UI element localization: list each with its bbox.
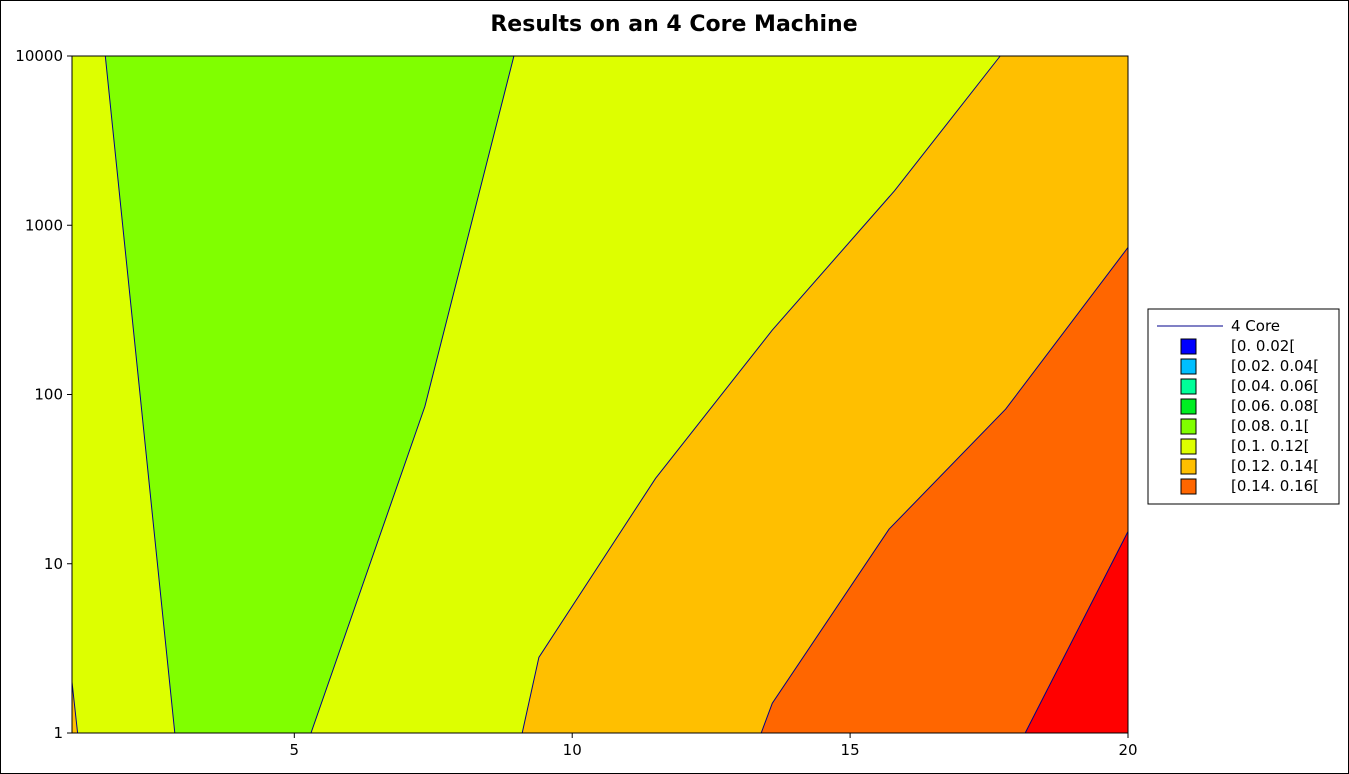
legend-level-label: [0.04. 0.06[ xyxy=(1231,377,1319,395)
contour-region-2 xyxy=(105,56,514,733)
chart-title: Results on an 4 Core Machine xyxy=(490,12,857,37)
x-tick-label: 15 xyxy=(841,741,860,759)
y-axis: 1 10 100 1000 10000 xyxy=(15,47,72,742)
legend-level-label: [0.12. 0.14[ xyxy=(1231,457,1319,475)
legend-swatch xyxy=(1180,358,1197,375)
legend-level-label: [0.02. 0.04[ xyxy=(1231,357,1319,375)
legend-swatch xyxy=(1180,398,1197,415)
legend-series-label: 4 Core xyxy=(1231,317,1280,335)
contour-regions xyxy=(72,56,1128,733)
legend-level-label: [0. 0.02[ xyxy=(1231,337,1295,355)
x-tick-label: 10 xyxy=(563,741,582,759)
legend-swatch xyxy=(1180,438,1197,455)
contour-line-3 xyxy=(521,55,1001,734)
x-tick-label: 5 xyxy=(290,741,300,759)
legend: 4 Core [0. 0.02[ [0.02. 0.04[ [0.04. 0.06[ [… xyxy=(1147,308,1340,505)
contour-line-2 xyxy=(310,55,515,734)
contour-line-0 xyxy=(71,682,79,734)
y-tick-label: 1000 xyxy=(25,216,63,234)
contour-line-5 xyxy=(1024,531,1129,734)
legend-swatch xyxy=(1180,458,1197,475)
x-tick-label: 20 xyxy=(1118,741,1137,759)
contour-lines xyxy=(71,55,1129,734)
legend-swatch xyxy=(1180,338,1197,355)
contour-line-4 xyxy=(760,247,1129,734)
legend-level-label: [0.14. 0.16[ xyxy=(1231,477,1319,495)
legend-swatch xyxy=(1180,478,1197,495)
legend-box xyxy=(1147,308,1340,505)
y-tick-label: 100 xyxy=(34,386,63,404)
legend-swatch xyxy=(1180,378,1197,395)
legend-level-label: [0.06. 0.08[ xyxy=(1231,397,1319,415)
x-axis: 5 10 15 20 xyxy=(290,733,1138,759)
y-tick-label: 10 xyxy=(44,555,63,573)
contour-line-1 xyxy=(104,55,176,734)
y-tick-label: 10000 xyxy=(15,47,63,65)
legend-level-label: [0.08. 0.1[ xyxy=(1231,417,1310,435)
y-tick-label: 1 xyxy=(53,724,63,742)
legend-level-label: [0.1. 0.12[ xyxy=(1231,437,1310,455)
legend-swatch xyxy=(1180,418,1197,435)
